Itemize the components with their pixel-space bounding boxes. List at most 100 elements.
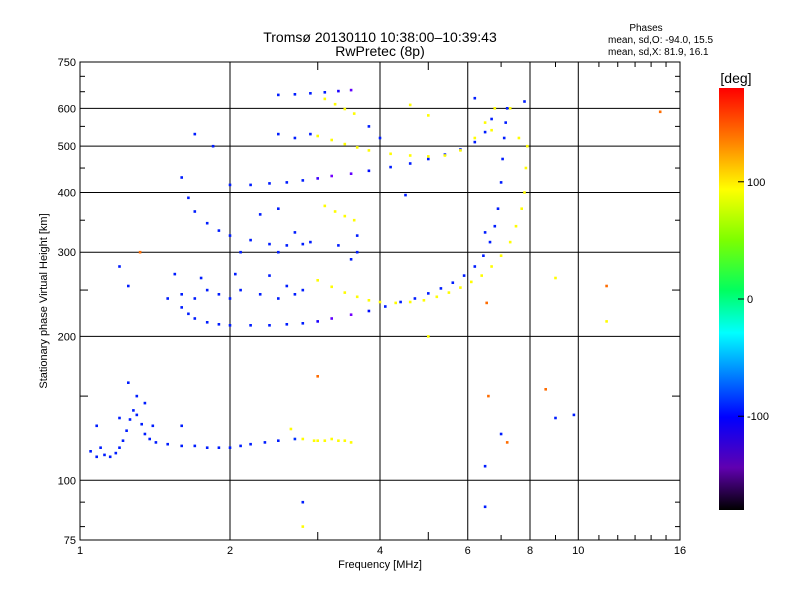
echo-points xyxy=(89,88,662,528)
echo-point xyxy=(285,244,289,247)
chart-title: Tromsø 20130110 10:38:00–10:39:43 xyxy=(263,29,497,45)
echo-point xyxy=(482,254,485,257)
echo-point xyxy=(249,238,252,242)
echo-point xyxy=(355,146,359,149)
echo-point xyxy=(239,288,242,292)
echo-point xyxy=(384,305,387,308)
echo-point xyxy=(473,96,477,100)
echo-point xyxy=(504,121,507,124)
grid-lines xyxy=(80,62,680,540)
echo-point xyxy=(323,91,327,94)
echo-point xyxy=(228,183,232,187)
echo-point xyxy=(490,117,493,121)
colorbar-label: [deg] xyxy=(720,70,751,86)
echo-point xyxy=(480,274,483,277)
echo-point xyxy=(473,136,477,140)
echo-point xyxy=(95,424,98,428)
x-axis-label: Frequency [MHz] xyxy=(338,559,422,571)
echo-point xyxy=(367,309,371,313)
echo-point xyxy=(187,312,190,316)
echo-point xyxy=(343,439,347,442)
x-tick-label: 4 xyxy=(377,545,383,557)
echo-point xyxy=(427,292,430,295)
echo-point xyxy=(99,446,102,449)
echo-point xyxy=(309,92,312,95)
echo-point xyxy=(173,272,177,276)
echo-point xyxy=(408,162,412,165)
echo-point xyxy=(193,210,197,213)
echo-point xyxy=(285,181,289,184)
echo-point xyxy=(205,321,209,324)
echo-point xyxy=(316,320,319,323)
echo-point xyxy=(205,446,209,449)
echo-point xyxy=(473,265,477,268)
echo-point xyxy=(301,322,305,325)
echo-point xyxy=(140,422,143,426)
echo-point xyxy=(316,177,319,180)
echo-point xyxy=(483,464,487,468)
echo-point xyxy=(127,284,130,288)
echo-point xyxy=(211,144,215,148)
echo-point xyxy=(355,250,359,254)
echo-point xyxy=(301,500,305,504)
echo-point xyxy=(180,293,183,296)
echo-point xyxy=(316,279,319,282)
echo-point xyxy=(323,204,327,208)
echo-point xyxy=(408,300,412,304)
echo-point xyxy=(277,250,280,254)
echo-point xyxy=(301,179,305,182)
echo-point xyxy=(143,401,147,405)
echo-point xyxy=(277,132,280,136)
echo-point xyxy=(427,335,430,338)
echo-point xyxy=(427,155,430,158)
echo-point xyxy=(118,416,121,420)
echo-point xyxy=(205,221,209,225)
echo-point xyxy=(394,301,397,305)
echo-point xyxy=(330,138,333,142)
echo-point xyxy=(459,149,462,152)
echo-point xyxy=(483,130,487,134)
echo-point xyxy=(268,182,271,185)
echo-point xyxy=(493,224,497,228)
echo-point xyxy=(399,300,402,304)
echo-point xyxy=(404,193,407,197)
echo-point xyxy=(367,169,371,173)
colorbar-tick-label: 0 xyxy=(747,294,753,306)
echo-point xyxy=(89,450,92,453)
echo-point xyxy=(323,439,327,442)
echo-point xyxy=(378,136,382,140)
echo-point xyxy=(520,207,523,210)
y-tick-label: 200 xyxy=(58,331,76,343)
echo-point xyxy=(180,444,183,448)
echo-point xyxy=(523,191,526,194)
echo-point xyxy=(352,112,356,115)
echo-point xyxy=(554,416,557,420)
echo-point xyxy=(658,110,662,114)
echo-point xyxy=(572,413,576,417)
x-tick-label: 2 xyxy=(227,545,233,557)
echo-point xyxy=(118,265,121,268)
echo-point xyxy=(193,132,197,136)
echo-point xyxy=(268,274,271,277)
echo-point xyxy=(526,144,529,148)
echo-point xyxy=(517,136,521,140)
echo-point xyxy=(180,424,183,428)
echo-point xyxy=(228,324,232,327)
echo-point xyxy=(125,429,128,432)
echo-point xyxy=(301,437,305,441)
plot-frame xyxy=(79,61,681,541)
echo-point xyxy=(337,89,340,93)
echo-point xyxy=(330,317,333,320)
x-axis-ticks: 1 2 4 6 8 10 16 xyxy=(77,62,686,557)
echo-point xyxy=(523,100,526,103)
echo-point xyxy=(285,323,289,326)
echo-point xyxy=(277,439,280,442)
echo-point xyxy=(135,413,139,417)
echo-point xyxy=(355,234,359,237)
echo-point xyxy=(499,254,503,257)
echo-point xyxy=(451,281,455,284)
echo-point xyxy=(435,295,439,299)
echo-point xyxy=(378,300,382,304)
echo-point xyxy=(293,293,297,296)
echo-point xyxy=(422,299,426,302)
